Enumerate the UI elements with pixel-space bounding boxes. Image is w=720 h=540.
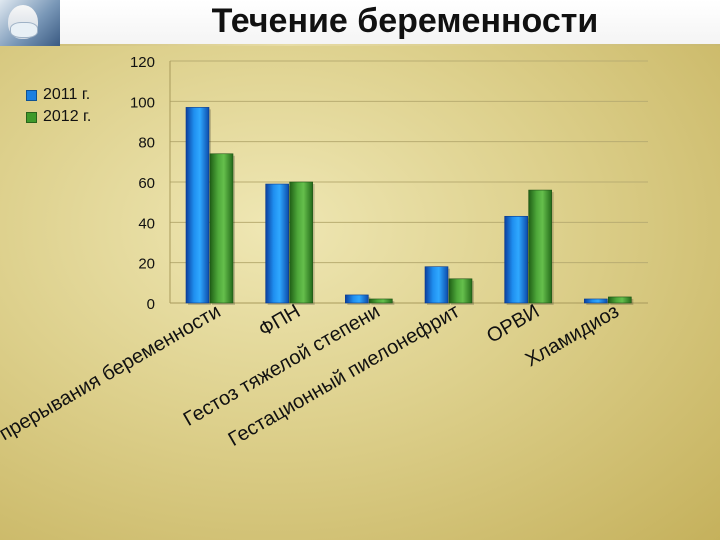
bar-series-2 (528, 189, 552, 304)
bars (185, 107, 634, 305)
bar-series-1 (185, 107, 210, 304)
doctor-mask-icon (0, 0, 60, 46)
bar-series-2 (448, 278, 473, 304)
category-labels: Угроза прерывания беременностиФПНГестоз … (0, 300, 623, 478)
header-divider (0, 44, 720, 46)
logo-mask (10, 22, 38, 38)
y-tick-label: 20 (138, 256, 155, 273)
bar-series-1 (345, 294, 369, 304)
y-tick-label: 60 (138, 175, 155, 192)
category-label: ОРВИ (483, 300, 543, 347)
header-bar (0, 0, 720, 46)
legend-swatch (26, 89, 37, 101)
y-tick-label: 100 (130, 94, 155, 111)
y-tick-label: 120 (130, 54, 155, 71)
bar-series-2 (289, 181, 313, 304)
legend-item: 2012 г. (26, 106, 91, 128)
bar-series-2 (608, 296, 632, 304)
y-axis-ticks: 0 20 40 60 80 100 120 (130, 54, 155, 313)
legend: 2011 г. 2012 г. (26, 84, 91, 128)
category-label: ФПН (255, 300, 304, 341)
bar-series-1 (265, 183, 289, 304)
bar-series-2 (369, 298, 393, 304)
y-tick-label: 0 (147, 296, 155, 313)
legend-swatch (26, 111, 37, 123)
y-tick-label: 40 (138, 215, 155, 232)
y-tick-label: 80 (138, 135, 155, 152)
page-title: Течение беременности (211, 2, 599, 40)
gridlines (169, 60, 648, 304)
bar-series-2 (209, 153, 234, 304)
bar-series-1 (504, 215, 528, 304)
bar-series-1 (424, 266, 449, 304)
legend-label: 2011 г. (43, 86, 91, 103)
legend-item: 2011 г. (26, 84, 91, 106)
category-label: Угроза прерывания беременности (0, 300, 225, 478)
bar-series-1 (584, 298, 608, 304)
legend-label: 2012 г. (43, 108, 92, 125)
